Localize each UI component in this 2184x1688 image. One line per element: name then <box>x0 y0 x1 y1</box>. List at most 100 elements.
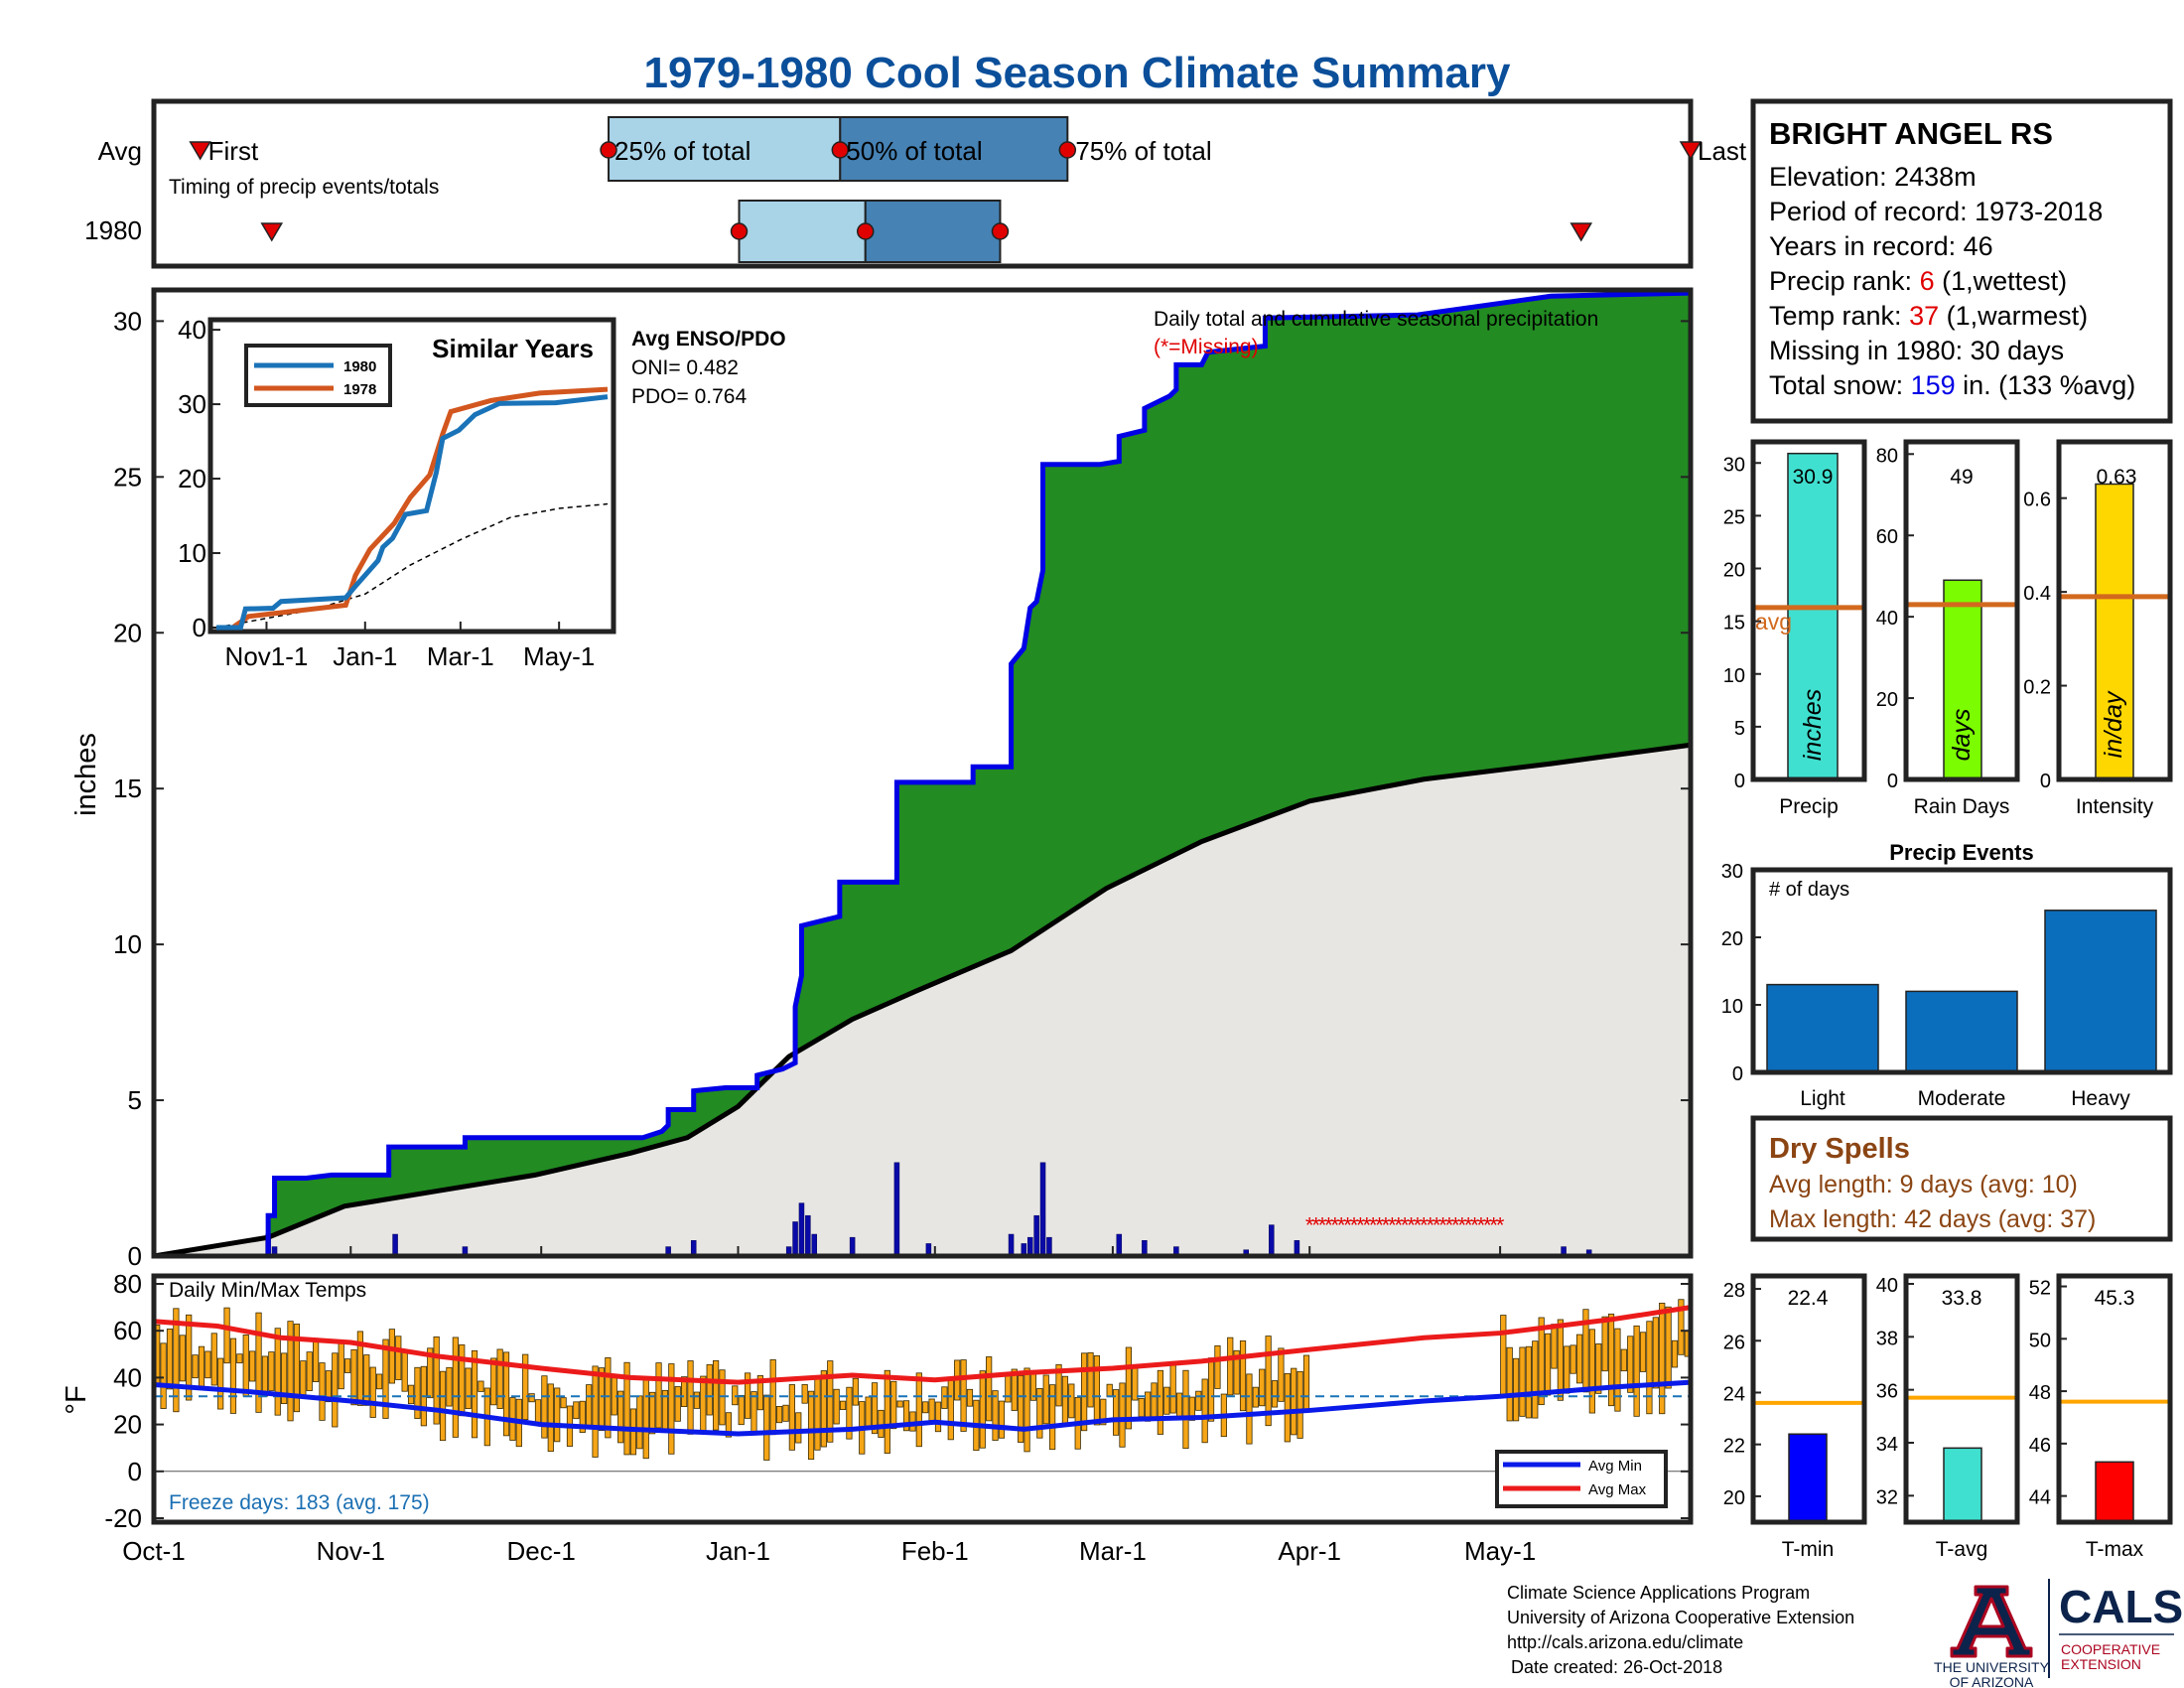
cumulative-1980-line <box>154 290 1692 1259</box>
summary-y-tick-label: 15 <box>1723 613 1745 634</box>
station-period: Period of record: 1973-2018 <box>1769 197 2103 226</box>
timing-row-1980: 1980 <box>84 215 142 245</box>
daily-precip-bar <box>1116 1233 1123 1257</box>
daily-temp-bar <box>1175 1392 1183 1420</box>
x-tick-label: Mar-1 <box>1079 1536 1147 1566</box>
daily-temp-bar <box>700 1375 707 1433</box>
events-y-axis: 0 10 20 30 <box>1721 861 1761 1085</box>
temp-summary-y-tick-label: 44 <box>2029 1487 2051 1509</box>
inset-y-tick-label: 10 <box>178 538 206 568</box>
daily-temp-bar <box>966 1388 974 1407</box>
temp-y-tick-label: -20 <box>104 1503 142 1533</box>
cals-sub-1: COOPERATIVE <box>2061 1641 2160 1657</box>
precip-unit-label: inches <box>1799 689 1827 761</box>
temp-summary-y-tick-label: 50 <box>2029 1330 2051 1351</box>
daily-temp-bar <box>173 1308 180 1413</box>
daily-temp-bar <box>713 1359 720 1431</box>
daily-precip-bar <box>1046 1236 1052 1257</box>
ua-a-logo-icon <box>1950 1585 2033 1658</box>
missing-day-marker: * <box>1356 1213 1365 1238</box>
daily-temp-bar <box>350 1348 357 1406</box>
q25-label: 25% of total <box>614 136 751 166</box>
main-y-label: inches <box>70 733 102 816</box>
tmin-panel: 20 22 24 26 28 22.4 T-min <box>1723 1273 1867 1561</box>
daily-temp-bar <box>1132 1366 1139 1401</box>
daily-temp-bar <box>1011 1368 1018 1411</box>
missing-day-marker: * <box>1445 1213 1454 1238</box>
daily-temp-bar <box>496 1348 503 1409</box>
rain-days-unit-label: days <box>1948 709 1976 762</box>
daily-temp-bar <box>1151 1382 1158 1421</box>
temp-summary-y-tick-label: 32 <box>1876 1486 1898 1508</box>
oni-value: ONI= 0.482 <box>631 356 739 379</box>
missing-day-marker: * <box>1489 1213 1498 1238</box>
daily-temp-bar <box>433 1336 440 1425</box>
daily-temp-bar <box>166 1329 174 1390</box>
main-y-tick-label: 20 <box>113 618 142 647</box>
temp-summary-y-tick-label: 46 <box>2029 1435 2051 1457</box>
daily-temp-bar <box>369 1366 376 1418</box>
daily-temp-bar <box>1265 1336 1272 1427</box>
ua-name-line-1: THE UNIVERSITY <box>1934 1659 2050 1675</box>
daily-temp-bar <box>579 1400 586 1433</box>
station-temp-rank: Temp rank: 37 (1,warmest) <box>1769 301 2088 331</box>
daily-temp-bar <box>325 1370 333 1403</box>
daily-temp-bar <box>261 1355 269 1397</box>
daily-precip-bar <box>798 1202 805 1257</box>
main-x-axis: Oct-1 Nov-1 Dec-1 Jan-1 Feb-1 Mar-1 Apr-1 May-1 <box>122 1246 1536 1566</box>
daily-temp-bar <box>992 1390 999 1441</box>
daily-temp-bar <box>1049 1384 1056 1451</box>
daily-temp-bar <box>756 1375 763 1411</box>
y1980-q50-dot <box>856 222 875 240</box>
daily-temp-bar <box>782 1404 789 1422</box>
daily-temp-bar <box>217 1357 224 1410</box>
missing-day-marker: * <box>1464 1213 1473 1238</box>
x-tick-label: Oct-1 <box>122 1536 186 1566</box>
avg-quartile-box-50-75 <box>839 116 1069 182</box>
avg-quartile-box-25-50 <box>608 116 842 182</box>
daily-temp-bar <box>1601 1316 1608 1372</box>
temp-summary-y-tick-label: 38 <box>1876 1328 1898 1349</box>
intensity-panel-label: Intensity <box>2076 795 2154 818</box>
daily-temp-bar <box>598 1367 606 1432</box>
daily-temp-bar <box>605 1357 612 1439</box>
page-title: 1979-1980 Cool Season Climate Summary <box>643 49 1511 97</box>
daily-temp-bar <box>890 1380 897 1430</box>
daily-temp-bar <box>725 1412 733 1438</box>
daily-temp-bar <box>534 1399 542 1425</box>
daily-temp-bar <box>192 1354 199 1379</box>
station-elevation: Elevation: 2438m <box>1769 162 1977 192</box>
daily-temp-bar <box>884 1369 890 1454</box>
season-precip-panels: 0 5 10 15 20 25 30 30.9 avg inches Precip 0 20 4… <box>1723 439 2173 818</box>
intensity-panel: 0 0.2 0.4 0.6 0.63 in/day Intensity <box>2023 439 2173 818</box>
daily-temp-bar <box>210 1333 217 1386</box>
missing-day-marker: * <box>1470 1213 1479 1238</box>
tavg-label: T-avg <box>1936 1538 1988 1561</box>
inset-x-tick-label: Nov1-1 <box>225 641 309 671</box>
daily-temp-bar <box>1614 1328 1621 1412</box>
daily-temp-bar <box>1024 1367 1030 1453</box>
footer-line-2: University of Arizona Cooperative Extens… <box>1507 1608 1854 1627</box>
daily-precip-bar <box>1269 1224 1275 1257</box>
daily-temp-bar <box>249 1350 256 1382</box>
daily-temp-bar <box>1061 1375 1069 1424</box>
daily-temp-bar <box>1595 1343 1602 1394</box>
daily-temp-bar <box>1538 1317 1545 1406</box>
daily-temp-bar <box>1100 1398 1107 1426</box>
events-x-axis: Light Moderate Heavy <box>1800 1087 2130 1110</box>
events-y-tick-label: 10 <box>1721 996 1743 1018</box>
tmin-bar <box>1788 1433 1828 1523</box>
inset-y-tick-label: 0 <box>193 613 206 642</box>
main-y-tick-label: 5 <box>128 1085 142 1115</box>
daily-temp-bar <box>547 1383 554 1453</box>
daily-temp-bar <box>1201 1378 1208 1444</box>
daily-temp-bar <box>186 1314 193 1401</box>
q50-label: 50% of total <box>846 136 982 166</box>
daily-temp-bar <box>1036 1387 1043 1439</box>
daily-temp-bar <box>922 1401 929 1414</box>
missing-day-marker: * <box>1483 1213 1492 1238</box>
precip-avg-label: avg <box>1755 609 1792 634</box>
missing-day-marker: * <box>1426 1213 1434 1238</box>
station-missing: Missing in 1980: 30 days <box>1769 336 2064 365</box>
x-tick-label: Nov-1 <box>317 1536 385 1566</box>
